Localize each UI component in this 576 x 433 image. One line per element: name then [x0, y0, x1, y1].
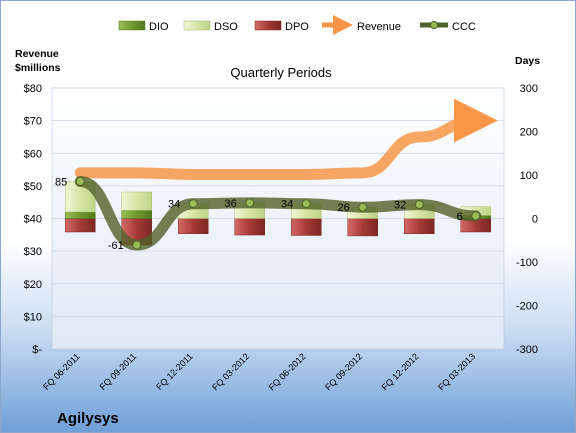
ccc-data-label: 85	[55, 177, 67, 189]
line-revenue	[74, 98, 498, 180]
left-axis-tick-label: $10	[24, 311, 42, 323]
left-axis-tick-label: $70	[24, 116, 42, 128]
legend-marker-ccc	[430, 21, 438, 29]
right-axis-title: Days	[515, 55, 540, 67]
lines-layer: 85 -61 34 36 34 26 32 6	[55, 98, 498, 252]
category-axis-ticks: FQ 06-2011 FQ 09-2011 FQ 12-2011 FQ 03-2012…	[41, 351, 477, 392]
chart-title: Quarterly Periods	[230, 65, 332, 80]
ccc-data-label: 34	[168, 199, 180, 211]
right-axis-tick-label: 100	[520, 170, 538, 182]
left-axis-title-line1: Revenue	[15, 48, 59, 60]
bar-dpo	[234, 218, 265, 236]
category-tick-label: FQ 06-2012	[267, 351, 308, 392]
legend-swatch-dso	[183, 20, 211, 31]
ccc-data-label: 26	[338, 202, 350, 214]
legend-label-dio: DIO	[149, 21, 169, 33]
right-axis-tick-label: -300	[516, 344, 538, 356]
left-axis-tick-label: $40	[24, 214, 42, 226]
left-axis-ticks: $- $10 $20 $30 $40 $50 $60 $70 $80	[24, 83, 43, 356]
ccc-data-label: -61	[108, 240, 124, 252]
right-axis-tick-label: 0	[532, 214, 538, 226]
bar-dpo	[65, 218, 96, 233]
ccc-point	[245, 198, 255, 208]
ccc-point	[188, 199, 198, 209]
legend: DIO DSO DPO Revenue CCC	[118, 15, 476, 35]
ccc-point	[414, 200, 424, 210]
category-tick-label: FQ 06-2011	[41, 351, 82, 392]
left-axis-tick-label: $30	[24, 246, 42, 258]
bar-dpo	[291, 218, 322, 236]
left-axis-tick-label: $-	[32, 344, 42, 356]
legend-label-dso: DSO	[214, 21, 238, 33]
right-axis-tick-label: -200	[516, 301, 538, 313]
left-axis-tick-label: $80	[24, 83, 42, 95]
right-axis-tick-label: 300	[520, 83, 538, 95]
category-tick-label: FQ 09-2012	[323, 351, 364, 392]
left-axis-tick-label: $20	[24, 279, 42, 291]
category-tick-label: FQ 12-2012	[380, 351, 421, 392]
left-axis-title-line2: $millions	[15, 62, 61, 74]
category-tick-label: FQ 03-2012	[210, 351, 251, 392]
ccc-point	[132, 240, 142, 250]
legend-label-ccc: CCC	[452, 21, 476, 33]
ccc-data-label: 34	[281, 199, 293, 211]
legend-label-revenue: Revenue	[357, 21, 401, 33]
right-axis-ticks: -300 -200 -100 0 100 200 300	[516, 83, 538, 356]
left-axis-tick-label: $60	[24, 148, 42, 160]
bar-dio	[121, 209, 152, 219]
ccc-point	[358, 202, 368, 212]
ccc-data-label: 32	[394, 200, 406, 212]
legend-swatch-dpo	[254, 20, 282, 31]
left-axis-tick-label: $50	[24, 181, 42, 193]
legend-label-dpo: DPO	[285, 21, 309, 33]
bar-dpo	[347, 218, 378, 237]
bar-dio	[65, 211, 96, 219]
bar-dso	[121, 191, 152, 211]
bar-dpo	[404, 218, 435, 234]
category-tick-label: FQ 12-2011	[154, 351, 195, 392]
right-axis-tick-label: -100	[516, 257, 538, 269]
ccc-data-label: 36	[225, 198, 237, 210]
ccc-point	[75, 177, 85, 187]
ccc-point	[471, 211, 481, 221]
category-tick-label: FQ 03-2013	[436, 351, 477, 392]
bar-dpo	[178, 218, 209, 234]
company-name: Agilysys	[57, 410, 119, 427]
right-axis-tick-label: 200	[520, 127, 538, 139]
category-tick-label: FQ 09-2011	[98, 351, 139, 392]
ccc-point	[301, 199, 311, 209]
ccc-data-label: 6	[457, 211, 463, 223]
legend-swatch-dio	[118, 20, 146, 31]
